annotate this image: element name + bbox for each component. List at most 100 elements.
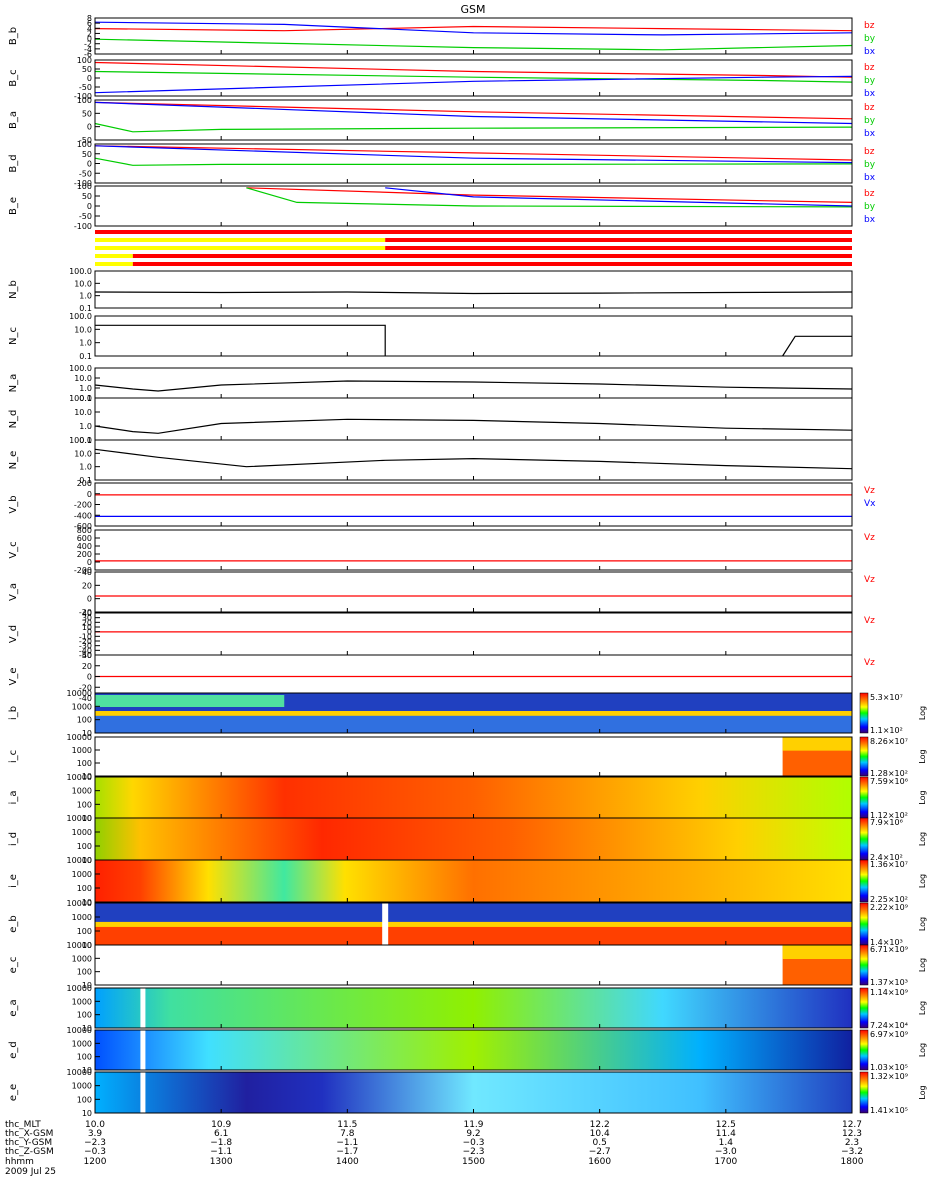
ephemeris-value: −3.0 — [715, 1147, 737, 1157]
status-bar-yellow — [95, 246, 386, 250]
ephemeris-value: 12.2 — [590, 1120, 610, 1130]
y-tick-label: 0 — [87, 74, 92, 83]
ephemeris-value: 2.3 — [845, 1138, 859, 1148]
ephemeris-name: thc_X-GSM — [5, 1129, 53, 1139]
panel-e-d: e_d 6.97×10⁹ 1.03×10⁵ Log 10000 1000 100 10 — [8, 1026, 927, 1075]
colorbar-max-label: 7.59×10⁶ — [870, 777, 908, 786]
legend-bz: bz — [864, 63, 875, 73]
plot-frame — [94, 944, 853, 986]
ephemeris-value: −0.3 — [84, 1147, 106, 1157]
y-tick-label: 0.1 — [79, 476, 92, 485]
y-tick-label: 100 — [77, 1053, 92, 1062]
panel-V-b: V_b Vz Vx 200 0 -200-400 -600 — [8, 479, 876, 531]
series-line-bz — [246, 187, 853, 203]
colorbar-min-label: 1.12×10² — [870, 811, 908, 820]
y-tick-label: 100 — [77, 182, 92, 191]
date-label: 2009 Jul 25 — [5, 1167, 56, 1177]
y-tick-label: -20 — [79, 608, 92, 617]
y-tick-label: -20 — [79, 683, 92, 692]
legend-bx: bx — [864, 89, 876, 99]
y-tick-label: -40 — [79, 694, 92, 703]
legend-Vz: Vz — [864, 616, 875, 626]
y-tick-label: 50 — [82, 65, 92, 74]
legend-bz: bz — [864, 21, 875, 31]
series-line-N — [94, 380, 853, 392]
colorbar-max-label: 1.36×10⁷ — [870, 860, 908, 869]
ephemeris-name: thc_Y-GSM — [5, 1138, 52, 1148]
legend-by: by — [864, 34, 876, 44]
ephemeris-value: 0.5 — [593, 1138, 607, 1148]
panel-B-a: B_a bz by bx 100 50 0 -50 — [8, 96, 876, 145]
series-line-bx — [385, 187, 853, 207]
legend-bx: bx — [864, 215, 876, 225]
status-bar-red — [385, 246, 852, 250]
plot-frame — [94, 571, 853, 613]
ephemeris-value: −2.3 — [463, 1147, 485, 1157]
y-tick-label: 0 — [87, 595, 92, 604]
ephemeris-value: 12.3 — [842, 1129, 862, 1139]
y-tick-label: 10.0 — [74, 449, 92, 458]
series-line-bx — [94, 145, 853, 164]
colorbar-min-label: 1.4×10³ — [870, 938, 903, 947]
panel-i-d: i_d 7.9×10⁶ 2.4×10² Log 10000 1000 100 10 — [8, 814, 927, 865]
colorbar-scale-label: Log — [918, 706, 927, 720]
y-tick-label: 10 — [82, 856, 92, 865]
status-bar-red — [132, 254, 853, 258]
x-tick-label: 1200 — [84, 1157, 107, 1167]
y-tick-label: 100 — [77, 759, 92, 768]
y-tick-label: 20 — [82, 618, 92, 627]
colorbar: 1.14×10⁹ 7.24×10⁴ Log — [859, 987, 927, 1030]
y-tick-label: 100 — [77, 140, 92, 149]
y-tick-label: -50 — [79, 83, 92, 92]
colorbar: 6.71×10⁹ 1.37×10³ Log — [859, 944, 927, 987]
legend-by: by — [864, 202, 876, 212]
ephemeris-value: −2.7 — [589, 1147, 611, 1157]
ephemeris-value: −1.8 — [210, 1138, 232, 1148]
colorbar-scale-label: Log — [918, 874, 927, 888]
y-tick-label: 0.1 — [79, 394, 92, 403]
y-tick-label: 0.1 — [79, 352, 92, 361]
colorbar-min-label: 2.25×10² — [870, 895, 908, 904]
status-bar-yellow — [95, 238, 386, 242]
y-tick-label: 100 — [77, 800, 92, 809]
colorbar-scale-label: Log — [918, 958, 927, 972]
y-tick-label: 20 — [82, 662, 92, 671]
y-tick-label: 100 — [77, 716, 92, 725]
series-line-by — [94, 122, 853, 133]
panel-label: e_a — [8, 999, 19, 1016]
series-line-bz — [94, 61, 853, 78]
spectrogram — [95, 860, 852, 902]
y-tick-label: 100 — [77, 96, 92, 105]
y-tick-label: 600 — [77, 534, 92, 543]
ephemeris-footer: thc_MLT 10.0 10.9 11.5 11.9 12.2 12.5 12.7 thc_X… — [5, 1120, 864, 1177]
panels: B_bbzbybx86420-2-4-6B_cbzbybx100500-50-1… — [8, 14, 927, 1118]
panel-label: B_e — [8, 197, 19, 215]
panel-label: i_c — [8, 750, 19, 763]
y-tick-label: 1000 — [72, 787, 92, 796]
panel-label: B_c — [8, 69, 19, 86]
y-tick-label: 400 — [77, 542, 92, 551]
y-tick-label: -6 — [84, 50, 92, 59]
y-tick-label: 10.0 — [74, 325, 92, 334]
y-tick-label: 10 — [82, 623, 92, 632]
colorbar: 1.32×10⁹ 1.41×10⁵ Log — [859, 1071, 927, 1115]
panel-label: B_a — [8, 111, 19, 129]
ephemeris-value: 12.5 — [716, 1120, 736, 1130]
series-line-N — [94, 291, 853, 295]
y-tick-label: 100 — [77, 968, 92, 977]
legend-by: by — [864, 76, 876, 86]
x-tick-label: 1600 — [588, 1157, 611, 1167]
plot-frame — [94, 270, 853, 309]
ephemeris-value: 11.5 — [337, 1120, 357, 1130]
y-tick-label: 10.0 — [74, 374, 92, 383]
y-tick-label: -30 — [79, 642, 92, 651]
y-tick-label: -400 — [74, 511, 92, 520]
spectrogram — [95, 818, 852, 860]
legend-Vx: Vx — [864, 499, 876, 509]
y-tick-label: 0.1 — [79, 304, 92, 313]
plot-frame — [94, 99, 853, 141]
y-tick-label: 100 — [77, 927, 92, 936]
